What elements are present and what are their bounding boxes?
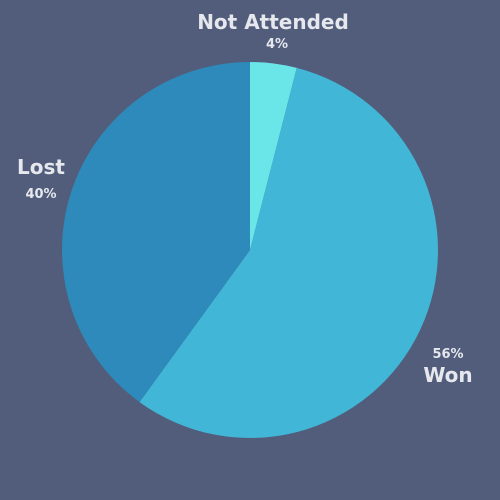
slice-label-won: Won	[423, 363, 472, 387]
slice-label-lost: Lost	[17, 155, 65, 179]
pie-slice-not-attended	[250, 62, 297, 250]
pie-slice-lost	[62, 62, 251, 403]
slice-percent-won: 56%	[432, 347, 463, 362]
pie-slices	[62, 62, 438, 438]
slice-percent-lost: 40%	[25, 187, 56, 202]
slice-label-not-attended: Not Attended	[197, 10, 349, 34]
pie-slice-won	[139, 67, 438, 438]
slice-percent-not-attended: 4%	[266, 37, 288, 52]
